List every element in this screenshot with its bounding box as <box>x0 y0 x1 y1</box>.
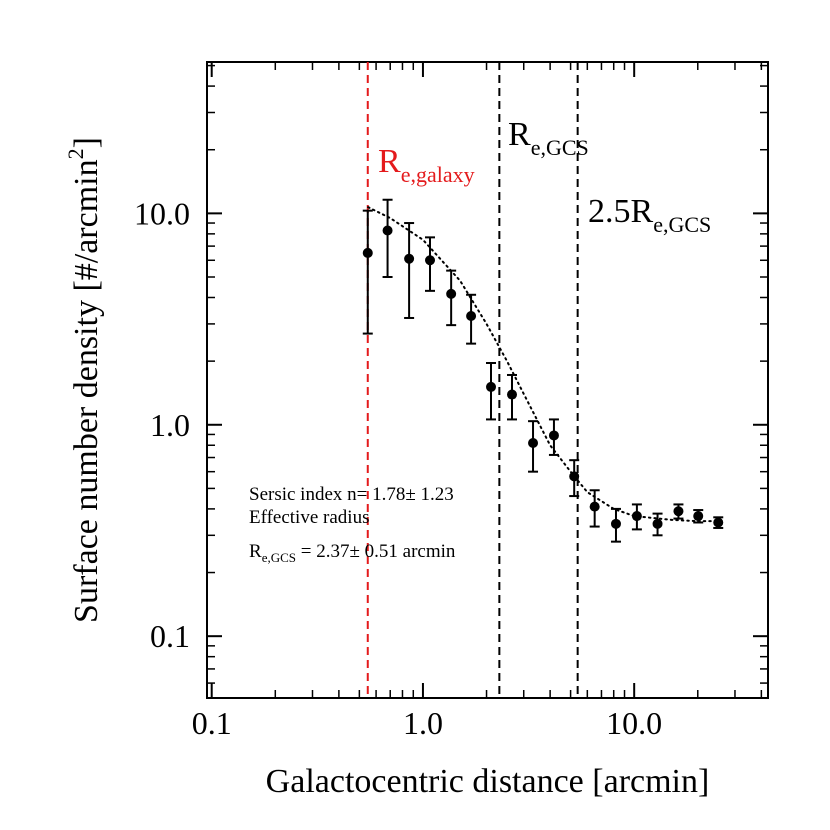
data-point <box>569 471 580 482</box>
data-point <box>631 511 642 522</box>
data-point <box>404 253 415 264</box>
reference-label: 2.5Re,GCS <box>588 193 711 237</box>
data-point <box>486 381 497 392</box>
annotation: Sersic index n= 1.78± 1.23 <box>249 484 454 505</box>
data-point <box>507 389 518 400</box>
annotation-text: = 2.37± 0.51 arcmin <box>296 541 456 562</box>
data-point <box>713 517 724 528</box>
data-point <box>382 225 393 236</box>
data-point <box>528 437 539 448</box>
x-tick-label: 1.0 <box>403 705 443 741</box>
data-point <box>610 518 621 529</box>
y-axis-title-sup: 2 <box>63 148 88 159</box>
reference-label-sub: e,galaxy <box>401 162 475 187</box>
data-point <box>652 518 663 529</box>
reference-label-text: 2.5R <box>588 193 654 230</box>
y-tick-label: 0.1 <box>150 618 190 654</box>
data-point <box>548 430 559 441</box>
data-point <box>446 288 457 299</box>
annotation: Effective radius <box>249 507 369 528</box>
y-axis-title-text: Surface number density [#/arcmin <box>68 159 105 623</box>
data-point <box>673 506 684 517</box>
reference-label-sub: e,GCS <box>531 135 589 160</box>
plot-frame <box>206 61 769 699</box>
y-axis-title-text: ] <box>68 137 105 148</box>
reference-label-text: R <box>508 116 531 153</box>
fit-line <box>367 206 723 523</box>
y-tick-label: 10.0 <box>134 195 190 231</box>
reference-label: Re,GCS <box>508 116 589 160</box>
y-axis-title: Surface number density [#/arcmin2] <box>63 137 105 623</box>
reference-label-sub: e,GCS <box>653 212 711 237</box>
x-tick-label: 0.1 <box>192 705 232 741</box>
reference-label: Re,galaxy <box>378 143 475 187</box>
data-point <box>466 310 477 321</box>
x-tick-label: 10.0 <box>606 705 662 741</box>
reference-label-text: R <box>378 143 401 180</box>
y-tick-label: 1.0 <box>150 407 190 443</box>
data-point <box>693 511 704 522</box>
annotation: Re,GCS = 2.37± 0.51 arcmin <box>249 541 456 565</box>
data-point <box>589 501 600 512</box>
annotation-sub: e,GCS <box>262 550 296 565</box>
annotation-text: R <box>249 541 262 562</box>
data-point <box>362 247 373 258</box>
x-axis-title: Galactocentric distance [arcmin] <box>266 763 710 800</box>
data-point <box>425 255 436 266</box>
